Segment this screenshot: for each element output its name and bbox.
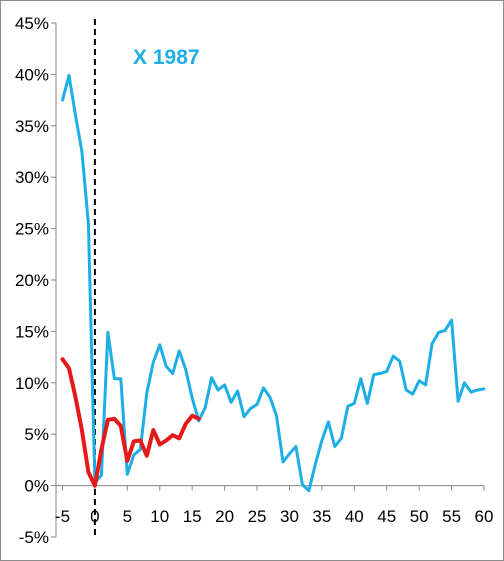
x-tick-label: 60: [475, 507, 494, 526]
x-tick-label: 45: [377, 507, 396, 526]
y-tick-label: 25%: [15, 220, 49, 239]
x-tick-label: 55: [442, 507, 461, 526]
x-tick-label: -5: [55, 507, 70, 526]
y-tick-label: 30%: [15, 168, 49, 187]
x-tick-label: 15: [183, 507, 202, 526]
x-tick-label: 0: [90, 507, 99, 526]
chart-axes: [51, 22, 485, 538]
series-line-2: [60, 357, 201, 488]
x-tick-label: 30: [280, 507, 299, 526]
chart-annotation: X 1987: [133, 46, 200, 69]
x-tick-label: 40: [345, 507, 364, 526]
y-tick-label: 5%: [24, 425, 49, 444]
x-tick-label: 50: [410, 507, 429, 526]
y-tick-label: 10%: [15, 374, 49, 393]
series-lines: [60, 73, 486, 493]
y-tick-label: 20%: [15, 271, 49, 290]
x-tick-label: 5: [123, 507, 132, 526]
y-tick-label: 35%: [15, 117, 49, 136]
y-tick-label: 45%: [15, 14, 49, 33]
y-tick-label: -5%: [19, 528, 49, 547]
tick-labels: -5% 0% 5% 10% 15% 20% 25% 30% 35% 40% 45% -5 0 5 10 15 2…: [15, 14, 493, 547]
y-tick-label: 15%: [15, 322, 49, 341]
series-line-1: [61, 73, 486, 493]
x-tick-label: 10: [150, 507, 169, 526]
y-tick-label: 40%: [15, 65, 49, 84]
x-tick-label: 35: [312, 507, 331, 526]
x-tick-label: 25: [248, 507, 267, 526]
y-tick-label: 0%: [24, 477, 49, 496]
x-tick-label: 20: [215, 507, 234, 526]
